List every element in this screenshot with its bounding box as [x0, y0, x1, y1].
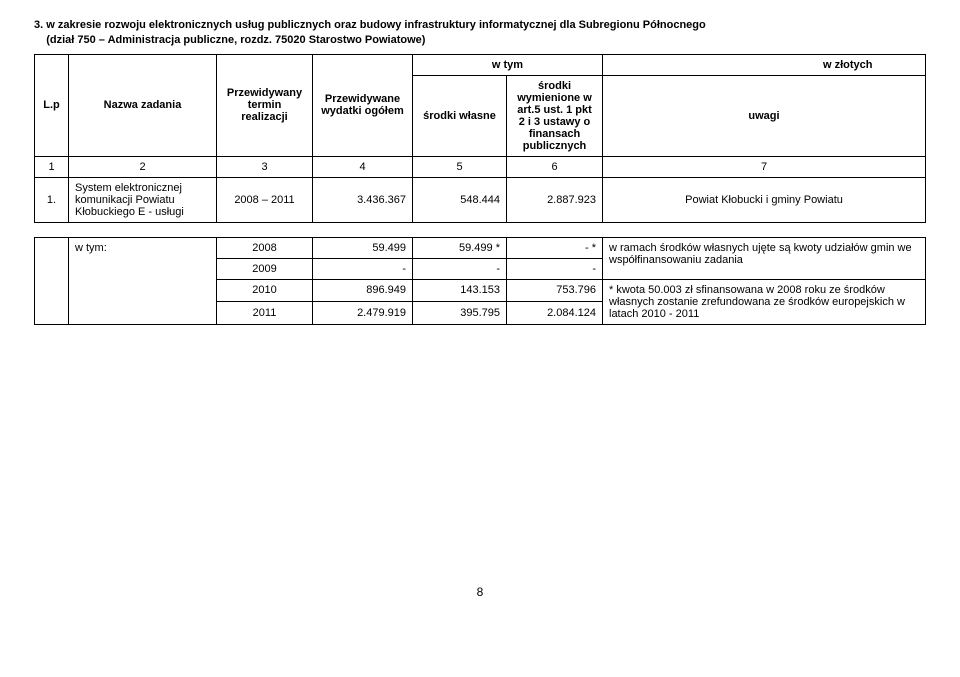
header-termin: Przewidywany termin realizacji [217, 54, 313, 156]
detail-wymienione: 2.084.124 [507, 302, 603, 325]
colnum-4: 4 [313, 156, 413, 177]
header-uwagi: uwagi [603, 75, 926, 156]
table-row: 1. System elektronicznej komunikacji Pow… [35, 177, 926, 222]
colnum-7: 7 [603, 156, 926, 177]
section-title-line-1: 3. w zakresie rozwoju elektronicznych us… [34, 19, 706, 31]
detail-wlasne: - [413, 258, 507, 279]
detail-year: 2010 [217, 279, 313, 302]
detail-wydatki: 896.949 [313, 279, 413, 302]
header-lp: L.p [35, 54, 69, 156]
column-number-row: 1 2 3 4 5 6 7 [35, 156, 926, 177]
detail-lp-blank [35, 237, 69, 324]
cell-wydatki: 3.436.367 [313, 177, 413, 222]
detail-wydatki: 2.479.919 [313, 302, 413, 325]
detail-uwagi-top: w ramach środków własnych ujęte są kwoty… [603, 237, 926, 279]
colnum-3: 3 [217, 156, 313, 177]
header-nazwa: Nazwa zadania [69, 54, 217, 156]
header-wymienione: środki wymienione w art.5 ust. 1 pkt 2 i… [507, 75, 603, 156]
detail-wydatki: - [313, 258, 413, 279]
detail-wlasne: 395.795 [413, 302, 507, 325]
cell-nazwa: System elektronicznej komunikacji Powiat… [69, 177, 217, 222]
colnum-1: 1 [35, 156, 69, 177]
detail-wtym-label: w tym: [69, 237, 217, 324]
header-wydatki: Przewidywane wydatki ogółem [313, 54, 413, 156]
detail-wymienione: 753.796 [507, 279, 603, 302]
detail-year: 2008 [217, 237, 313, 258]
budget-table: L.p Nazwa zadania Przewidywany termin re… [34, 54, 926, 325]
colnum-5: 5 [413, 156, 507, 177]
detail-uwagi-bottom: * kwota 50.003 zł sfinansowana w 2008 ro… [603, 279, 926, 324]
detail-year: 2011 [217, 302, 313, 325]
header-wtym: w tym [413, 54, 603, 75]
detail-wlasne: 143.153 [413, 279, 507, 302]
header-wlasne: środki własne [413, 75, 507, 156]
detail-wymienione: - * [507, 237, 603, 258]
header-currency: w złotych [603, 54, 926, 75]
spacer-row [35, 222, 926, 237]
detail-year: 2009 [217, 258, 313, 279]
detail-wlasne: 59.499 * [413, 237, 507, 258]
detail-wydatki: 59.499 [313, 237, 413, 258]
page-number: 8 [34, 585, 926, 599]
detail-wymienione: - [507, 258, 603, 279]
cell-lp: 1. [35, 177, 69, 222]
cell-wymienione: 2.887.923 [507, 177, 603, 222]
table-row: w tym: 2008 59.499 59.499 * - * w ramach… [35, 237, 926, 258]
section-title: 3. w zakresie rozwoju elektronicznych us… [34, 18, 926, 48]
cell-termin: 2008 – 2011 [217, 177, 313, 222]
colnum-6: 6 [507, 156, 603, 177]
colnum-2: 2 [69, 156, 217, 177]
cell-wlasne: 548.444 [413, 177, 507, 222]
cell-uwagi: Powiat Kłobucki i gminy Powiatu [603, 177, 926, 222]
section-title-line-2: (dział 750 – Administracja publiczne, ro… [46, 34, 425, 46]
